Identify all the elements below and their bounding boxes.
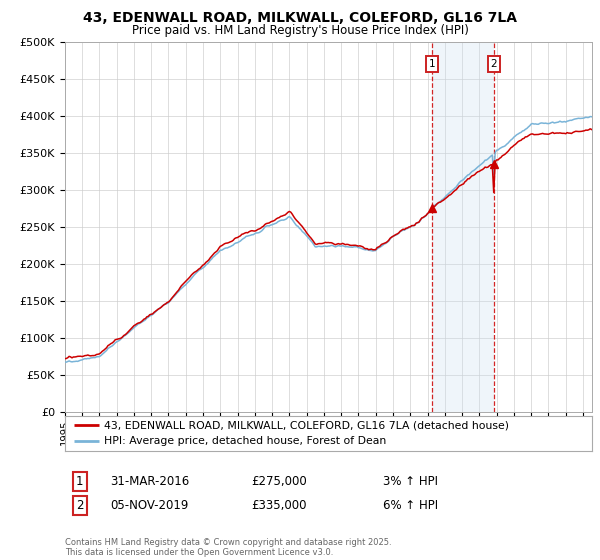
Text: £335,000: £335,000 [251, 498, 306, 512]
Text: 43, EDENWALL ROAD, MILKWALL, COLEFORD, GL16 7LA (detached house): 43, EDENWALL ROAD, MILKWALL, COLEFORD, G… [104, 421, 509, 431]
Text: 1: 1 [428, 59, 435, 69]
Text: 2: 2 [491, 59, 497, 69]
Text: 43, EDENWALL ROAD, MILKWALL, COLEFORD, GL16 7LA: 43, EDENWALL ROAD, MILKWALL, COLEFORD, G… [83, 11, 517, 25]
Text: £275,000: £275,000 [251, 475, 307, 488]
Text: Price paid vs. HM Land Registry's House Price Index (HPI): Price paid vs. HM Land Registry's House … [131, 24, 469, 36]
Text: 2: 2 [76, 498, 83, 512]
Text: 31-MAR-2016: 31-MAR-2016 [110, 475, 189, 488]
Text: HPI: Average price, detached house, Forest of Dean: HPI: Average price, detached house, Fore… [104, 436, 386, 446]
Text: 1: 1 [76, 475, 83, 488]
Text: 6% ↑ HPI: 6% ↑ HPI [383, 498, 438, 512]
Bar [432, 42, 494, 412]
Text: Contains HM Land Registry data © Crown copyright and database right 2025.
This d: Contains HM Land Registry data © Crown c… [65, 538, 391, 557]
Text: 05-NOV-2019: 05-NOV-2019 [110, 498, 188, 512]
Text: 3% ↑ HPI: 3% ↑ HPI [383, 475, 438, 488]
